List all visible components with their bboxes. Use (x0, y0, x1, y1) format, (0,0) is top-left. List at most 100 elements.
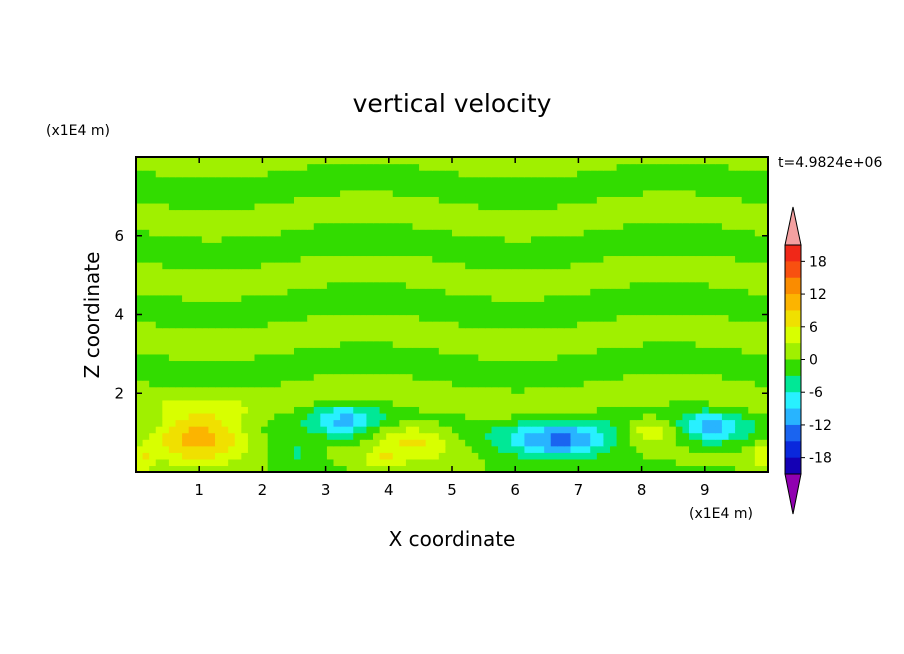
field-cell (695, 353, 703, 362)
field-cell (689, 235, 697, 243)
field-cell (320, 445, 328, 453)
field-cell (254, 367, 262, 375)
field-cell (386, 163, 394, 171)
field-cell (333, 262, 341, 270)
field-cell (708, 373, 716, 381)
field-cell (675, 170, 684, 178)
field-cell (155, 222, 163, 230)
field-cell (307, 367, 315, 375)
field-cell (254, 163, 262, 171)
field-cell (182, 248, 190, 257)
field-cell (623, 163, 631, 171)
field-cell (610, 307, 618, 316)
field-cell (373, 465, 381, 473)
field-cell (307, 183, 315, 191)
field-cell (412, 373, 420, 381)
field-cell (570, 340, 578, 348)
field-cell (149, 262, 157, 270)
field-cell (399, 432, 407, 440)
field-cell (682, 321, 690, 329)
field-cell (379, 445, 387, 453)
field-cell (340, 275, 348, 283)
field-cell (761, 432, 769, 440)
field-cell (149, 432, 157, 440)
field-cell (550, 439, 558, 447)
field-cell (662, 314, 670, 322)
field-cell (748, 202, 756, 211)
field-cell (735, 393, 743, 401)
field-cell (550, 222, 558, 230)
field-cell (142, 281, 150, 289)
field-cell (695, 216, 703, 224)
field-cell (175, 235, 183, 243)
field-cell (182, 183, 190, 191)
field-cell (136, 380, 144, 388)
field-cell (182, 347, 190, 355)
field-cell (392, 242, 400, 250)
field-cell (458, 340, 466, 348)
field-cell (741, 288, 749, 296)
field-cell (307, 157, 315, 165)
field-cell (267, 426, 275, 434)
field-cell (656, 202, 664, 211)
field-cell (636, 412, 644, 421)
field-cell (577, 347, 585, 355)
field-cell (596, 393, 605, 401)
field-cell (307, 163, 315, 171)
field-cell (465, 347, 473, 355)
field-cell (346, 334, 354, 342)
field-cell (458, 307, 466, 316)
field-cell (162, 452, 170, 460)
field-cell (425, 373, 433, 381)
field-cell (208, 209, 216, 217)
field-cell (721, 170, 730, 178)
field-cell (761, 157, 769, 165)
field-cell (544, 229, 552, 237)
field-cell (326, 327, 335, 335)
field-cell (702, 347, 710, 355)
field-cell (445, 334, 453, 342)
field-cell (596, 386, 605, 394)
field-cell (188, 157, 196, 165)
field-cell (478, 314, 486, 322)
field-cell (636, 248, 644, 257)
field-cell (340, 419, 348, 427)
field-cell (294, 209, 302, 217)
field-cell (498, 373, 506, 381)
field-cell (563, 275, 572, 283)
field-cell (636, 393, 644, 401)
field-cell (142, 235, 150, 243)
colorbar-tick-label: 0 (809, 353, 818, 369)
field-cell (359, 307, 368, 316)
field-cell (162, 393, 170, 401)
field-cell (662, 327, 670, 335)
field-cell (267, 275, 275, 283)
field-cell (754, 157, 763, 165)
field-cell (484, 196, 493, 204)
field-cell (168, 386, 177, 394)
field-cell (405, 307, 414, 316)
field-cell (570, 248, 578, 257)
field-cell (405, 216, 414, 224)
field-cell (728, 196, 736, 204)
field-cell (300, 196, 308, 204)
field-cell (478, 327, 486, 335)
field-cell (201, 314, 210, 322)
field-cell (741, 281, 749, 289)
field-cell (234, 202, 242, 211)
field-cell (590, 380, 598, 388)
field-cell (438, 275, 447, 283)
field-cell (267, 360, 275, 368)
field-cell (359, 281, 368, 289)
field-cell (748, 301, 756, 309)
field-cell (511, 248, 519, 257)
field-cell (162, 216, 170, 224)
field-cell (386, 307, 394, 316)
field-cell (241, 189, 249, 197)
field-cell (234, 426, 242, 434)
field-cell (234, 380, 242, 388)
field-cell (623, 393, 631, 401)
field-cell (175, 327, 183, 335)
field-cell (517, 426, 526, 434)
field-cell (610, 275, 618, 283)
